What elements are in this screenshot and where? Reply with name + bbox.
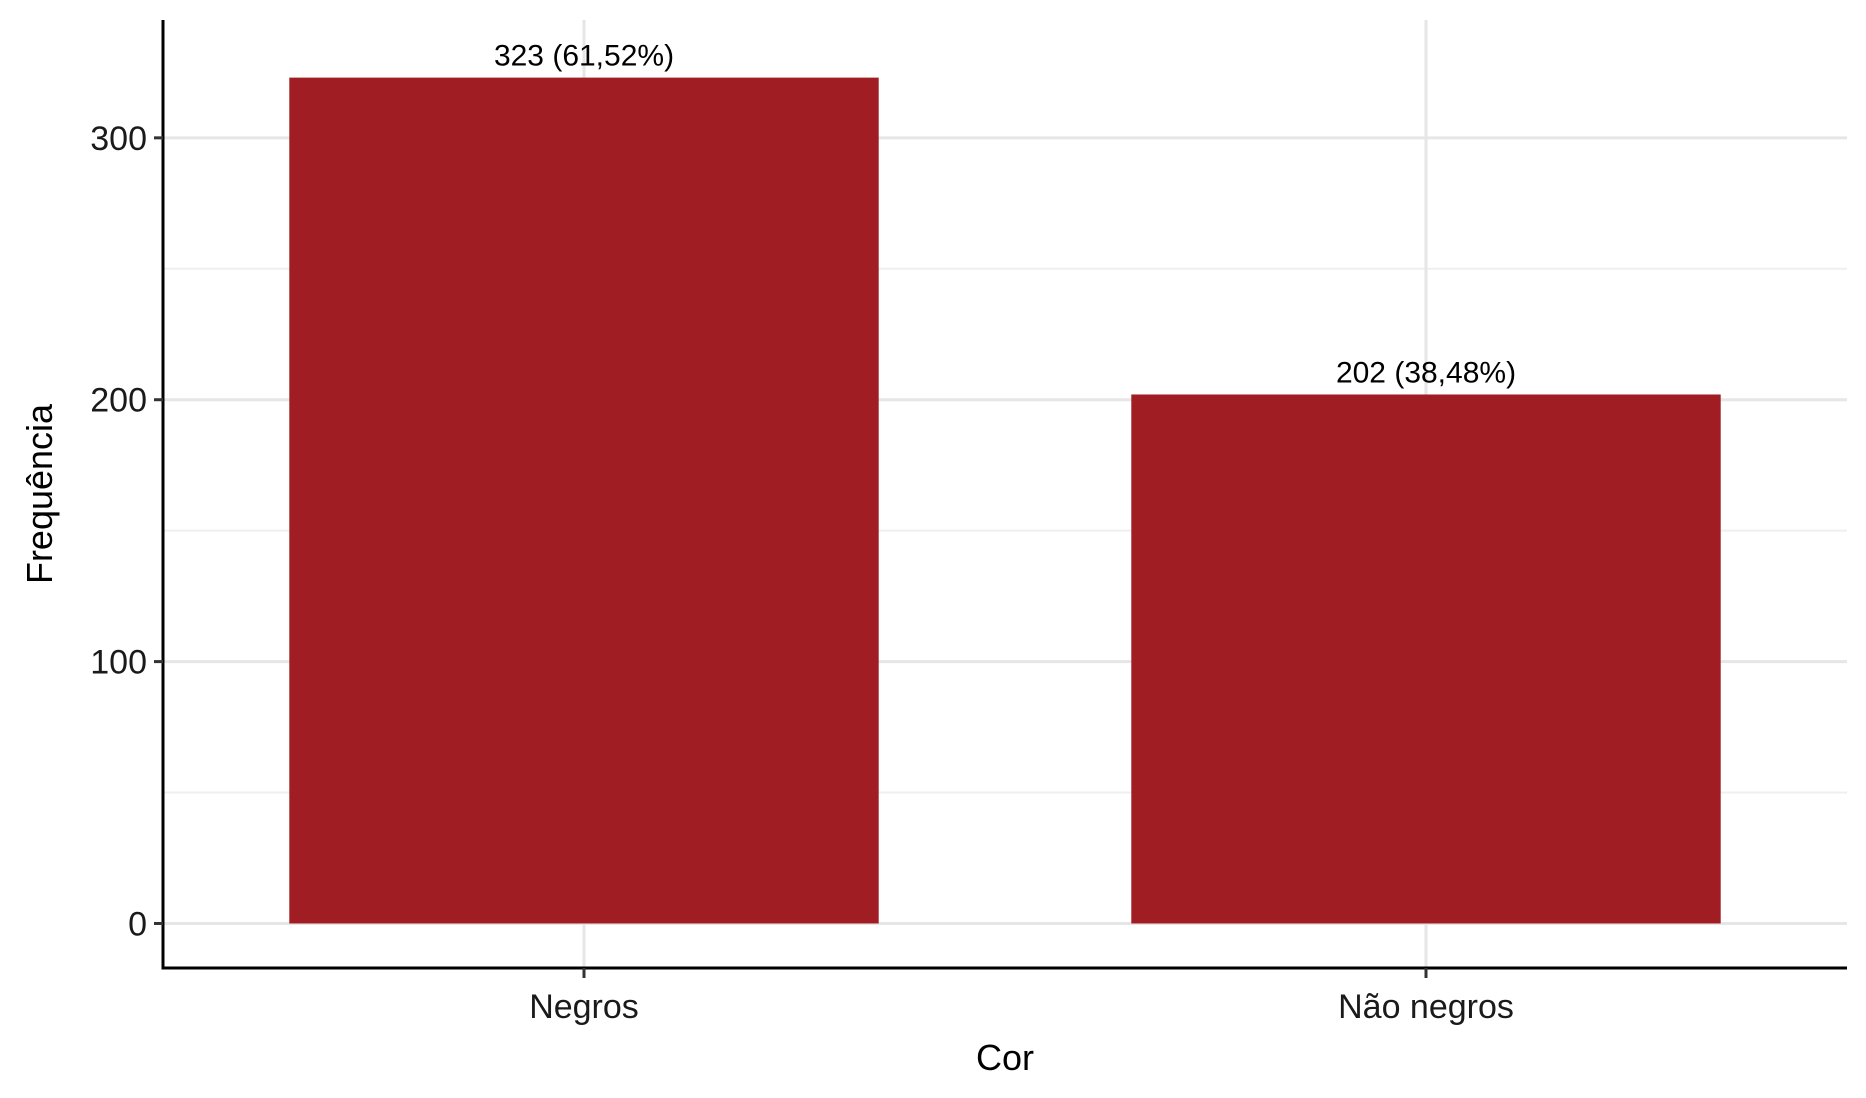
- x-tick-label: Negros: [529, 988, 639, 1026]
- y-tick-label: 300: [90, 120, 147, 158]
- y-tick-label: 100: [90, 644, 147, 682]
- axes: [161, 20, 1847, 970]
- y-axis-title: Frequência: [19, 403, 60, 584]
- y-axis-ticks: 0 100 200 300: [90, 120, 163, 943]
- bar-data-label: 323 (61,52%): [494, 40, 674, 73]
- bar-n-o-negros: [1131, 394, 1721, 924]
- y-tick-label: 0: [128, 905, 147, 943]
- x-axis-ticks: Negros Não negros: [529, 968, 1514, 1026]
- x-axis-title: Cor: [976, 1037, 1034, 1078]
- bar-data-label: 202 (38,48%): [1336, 356, 1516, 389]
- x-tick-label: Não negros: [1338, 988, 1514, 1026]
- bar-data-labels: 323 (61,52%) 202 (38,48%): [494, 40, 1516, 390]
- bar-negros: [289, 77, 879, 924]
- y-tick-label: 200: [90, 382, 147, 420]
- bars: [289, 77, 1721, 924]
